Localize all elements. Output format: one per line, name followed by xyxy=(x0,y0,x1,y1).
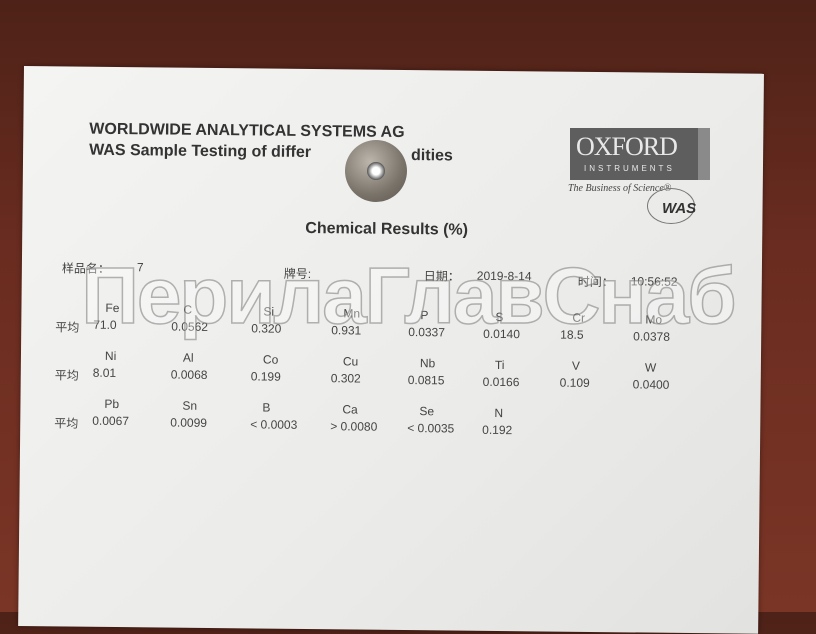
was-logo: WAS xyxy=(662,200,697,217)
was-logo-ring xyxy=(647,188,695,224)
magnet xyxy=(345,140,407,202)
element-symbol: N xyxy=(494,405,504,420)
company-name: WORLDWIDE ANALYTICAL SYSTEMS AG xyxy=(89,120,405,141)
element-value: 0.0815 xyxy=(407,372,445,388)
element-symbol: Al xyxy=(182,350,194,365)
element-symbol: Co xyxy=(262,352,279,367)
element-value: 0.192 xyxy=(482,422,513,437)
element-symbol: B xyxy=(262,400,271,415)
element-symbol: Pb xyxy=(104,396,120,412)
element-symbol: V xyxy=(571,359,580,374)
element-value: 0.0099 xyxy=(170,415,208,430)
element-symbol: Ni xyxy=(104,348,117,363)
element-symbol: Se xyxy=(419,403,435,418)
element-value: 0.199 xyxy=(250,369,281,384)
element-symbol: Cu xyxy=(342,354,359,369)
logo-bar xyxy=(698,128,710,180)
subtitle-right: dities xyxy=(410,147,453,165)
report-title: Chemical Results (%) xyxy=(305,219,469,239)
element-symbol: Ca xyxy=(342,402,358,417)
watermark: ПерилаГлавСнаб xyxy=(81,250,738,341)
element-value: 8.01 xyxy=(92,365,117,380)
element-value: 0.0166 xyxy=(482,374,520,389)
oxford-logo: OXFORD INSTRUMENTS xyxy=(570,128,698,180)
element-symbol: Sn xyxy=(182,398,198,413)
element-value: > 0.0080 xyxy=(330,418,378,434)
element-value: < 0.0035 xyxy=(407,420,455,436)
element-value: 0.302 xyxy=(330,370,361,386)
results-grid: 平均 Fe 71.0 C 0.0562 Si 0.320 Mn 0.931 P 0.0337 S 0.0… xyxy=(24,66,764,437)
element-value: < 0.0003 xyxy=(250,417,298,432)
avg-label: 平均 xyxy=(54,416,79,431)
element-value: 0.109 xyxy=(559,376,590,391)
element-symbol: Nb xyxy=(419,355,436,370)
subtitle-left: WAS Sample Testing of differ xyxy=(89,141,312,162)
element-symbol: W xyxy=(644,360,657,375)
avg-label: 平均 xyxy=(54,368,79,383)
element-value: 0.0067 xyxy=(92,413,130,429)
element-symbol: Ti xyxy=(494,357,505,372)
logo-tagline: The Business of Science® xyxy=(568,183,672,194)
element-value: 0.0400 xyxy=(632,377,670,393)
element-value: 0.0068 xyxy=(170,367,208,382)
